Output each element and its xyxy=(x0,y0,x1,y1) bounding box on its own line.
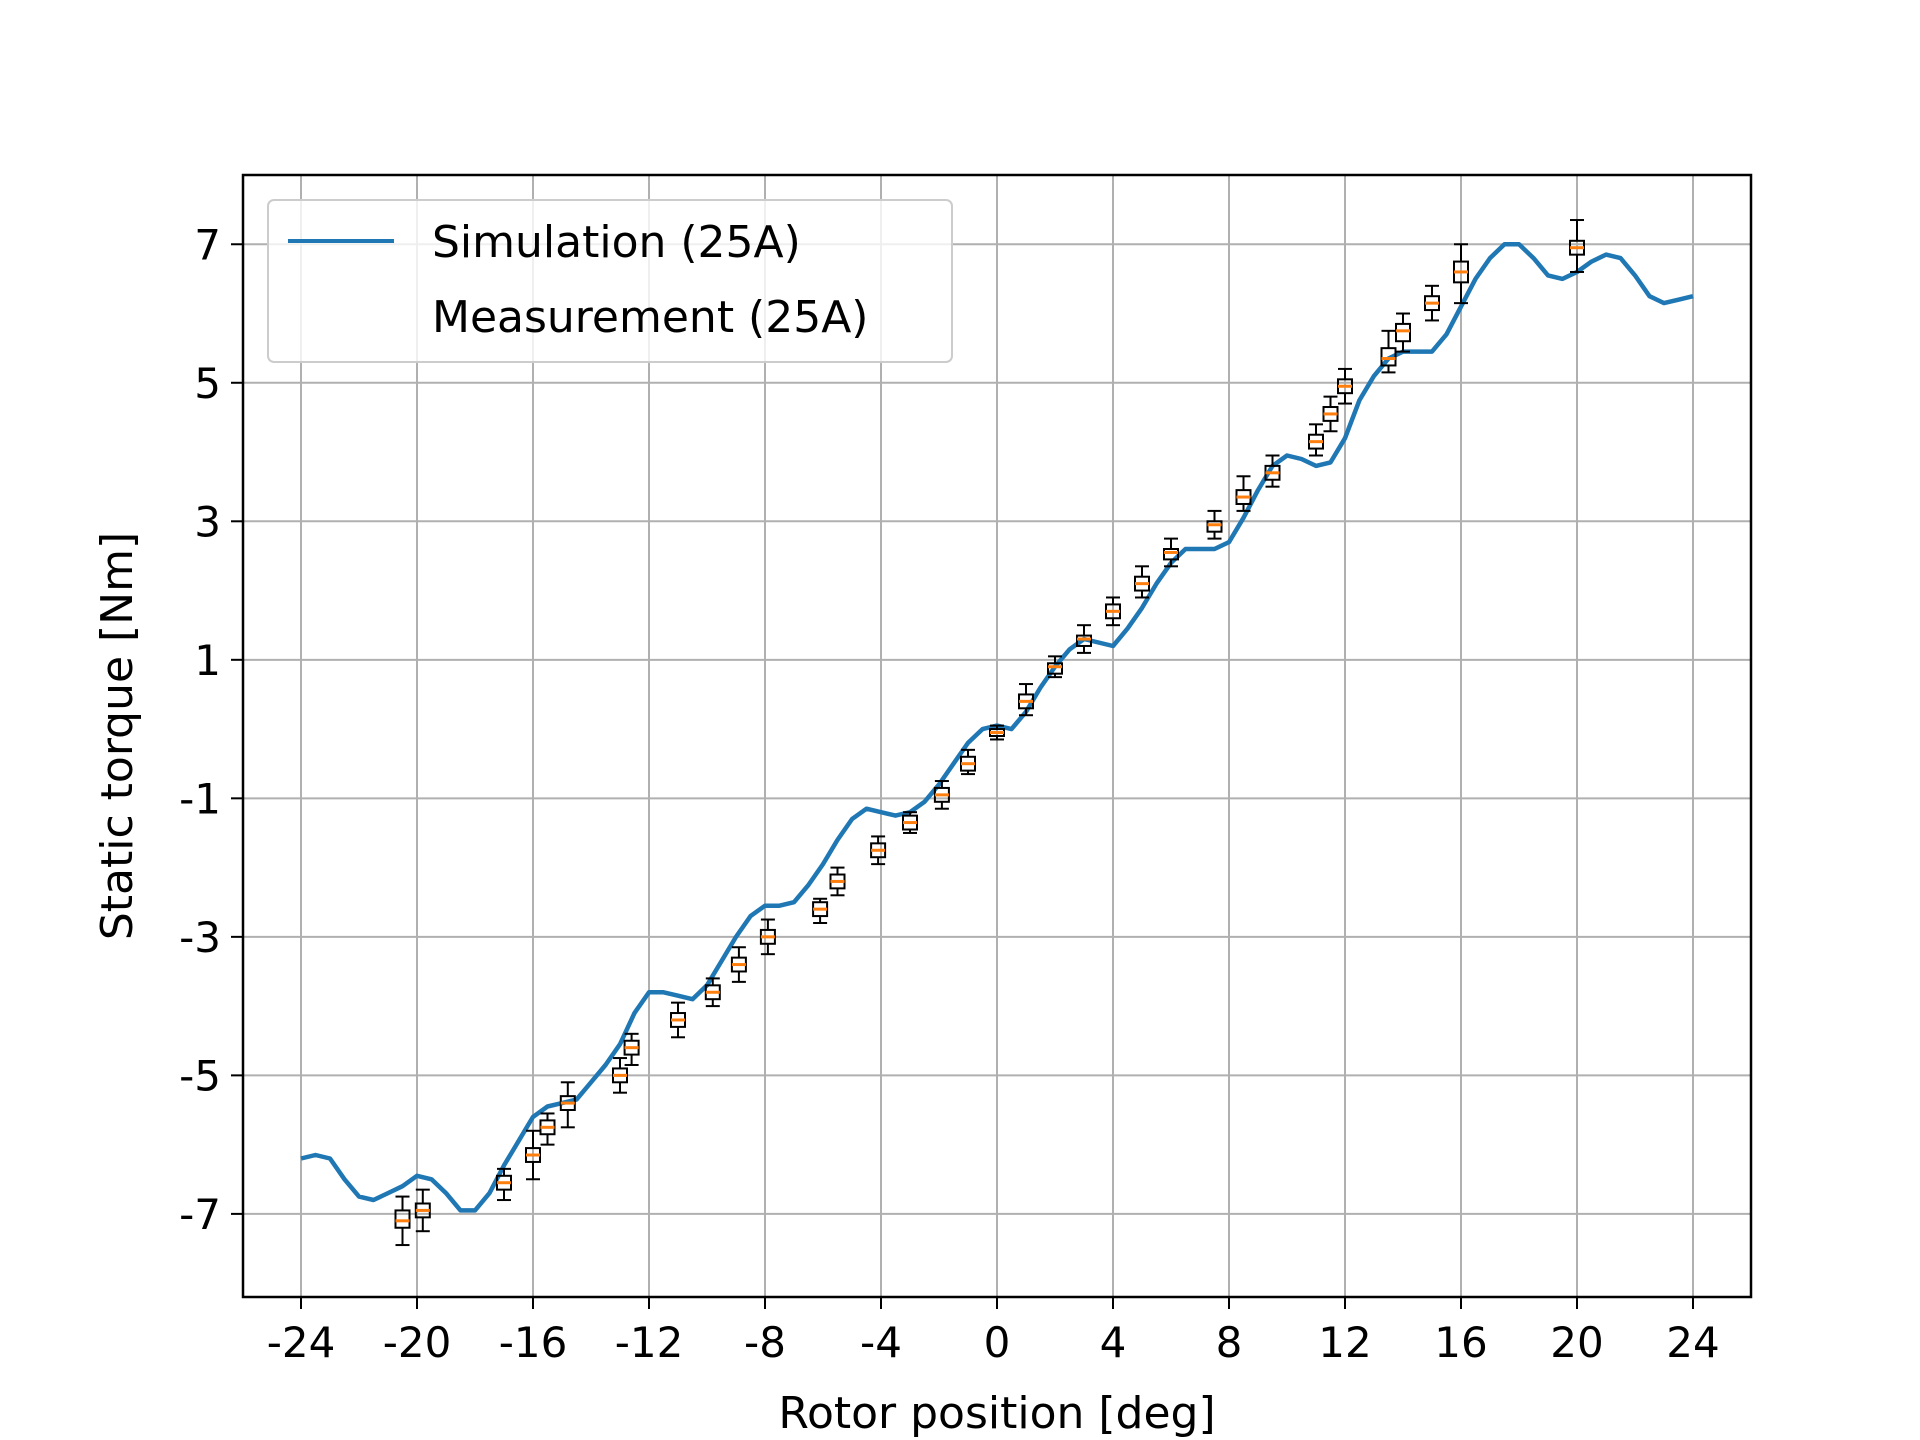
y-tick-label: -7 xyxy=(179,1190,221,1239)
box-body xyxy=(1076,634,1092,647)
measurement-box xyxy=(1395,312,1411,353)
measurement-box xyxy=(730,946,747,983)
measurement-box xyxy=(1134,565,1150,599)
x-tick-label: -16 xyxy=(499,1318,568,1367)
measurement-box xyxy=(539,1112,556,1146)
x-tick-label: 20 xyxy=(1550,1318,1603,1367)
measurement-box xyxy=(1308,423,1324,457)
x-tick-label: 4 xyxy=(1100,1318,1127,1367)
measurement-box xyxy=(704,977,721,1008)
y-tick-label: -1 xyxy=(179,774,221,823)
measurement-box xyxy=(989,724,1005,741)
measurement-box xyxy=(1076,624,1092,654)
measurement-box xyxy=(1163,537,1179,568)
y-axis-ticks: -7 -5 -3 -1 1 3 5 7 xyxy=(179,220,243,1239)
x-tick-label: -8 xyxy=(744,1318,786,1367)
legend-entry-measurement: Measurement (25A) xyxy=(432,292,868,343)
measurement-box xyxy=(1105,596,1121,627)
box-body xyxy=(1206,520,1223,533)
measurement-box xyxy=(1235,475,1252,512)
x-tick-label: 0 xyxy=(984,1318,1011,1367)
legend: Simulation (25A) Measurement (25A) xyxy=(267,199,953,363)
measurement-box xyxy=(1453,243,1469,305)
x-axis-label: Rotor position [deg] xyxy=(778,1388,1215,1439)
measurement-box xyxy=(1206,509,1223,540)
box-body xyxy=(1163,548,1179,561)
box-body xyxy=(1395,322,1411,343)
measurement-box xyxy=(1569,219,1585,273)
measurement-box xyxy=(1380,329,1397,374)
x-tick-label: -20 xyxy=(383,1318,452,1367)
measurement-box xyxy=(933,780,950,810)
x-tick-label: -24 xyxy=(267,1318,336,1367)
box-body xyxy=(1380,347,1397,367)
x-tick-label: 24 xyxy=(1666,1318,1719,1367)
measurement-box xyxy=(812,897,829,924)
y-axis-label: Static torque [Nm] xyxy=(92,532,143,940)
measurement-box xyxy=(525,1129,541,1181)
y-tick-label: 3 xyxy=(194,497,221,546)
measurement-box xyxy=(960,748,976,776)
box-body xyxy=(1047,662,1063,675)
measurement-box xyxy=(759,918,776,956)
x-tick-label: 8 xyxy=(1216,1318,1243,1367)
x-tick-label: -12 xyxy=(615,1318,684,1367)
y-tick-label: 7 xyxy=(194,220,221,269)
box-body xyxy=(394,1209,411,1229)
legend-box xyxy=(267,199,953,363)
measurement-box xyxy=(1018,683,1034,717)
measurement-box xyxy=(623,1032,640,1066)
measurement-box xyxy=(559,1081,576,1129)
measurement-box xyxy=(394,1195,411,1247)
measurement-box xyxy=(1322,395,1339,433)
y-tick-label: -5 xyxy=(179,1051,221,1100)
x-tick-label: -4 xyxy=(860,1318,902,1367)
x-axis-ticks: -24 -20 -16 -12 -8 -4 0 4 8 12 16 20 24 xyxy=(267,1297,1720,1367)
x-tick-label: 12 xyxy=(1318,1318,1371,1367)
measurement-box xyxy=(670,1001,686,1039)
measurement-box xyxy=(414,1188,431,1233)
measurement-box xyxy=(1264,454,1281,488)
y-tick-label: 5 xyxy=(194,359,221,408)
measurement-box xyxy=(1424,284,1440,322)
y-tick-label: 1 xyxy=(194,636,221,685)
measurement-box xyxy=(496,1167,512,1202)
measurement-box xyxy=(902,811,918,834)
measurement-boxes xyxy=(394,219,1585,1247)
measurement-box xyxy=(612,1057,628,1094)
measurement-box xyxy=(870,835,887,866)
x-tick-label: 16 xyxy=(1434,1318,1487,1367)
measurement-box xyxy=(829,866,846,897)
measurement-box xyxy=(1047,655,1063,679)
measurement-box xyxy=(1337,367,1353,405)
y-tick-label: -3 xyxy=(179,913,221,962)
legend-entry-simulation: Simulation (25A) xyxy=(432,217,801,268)
